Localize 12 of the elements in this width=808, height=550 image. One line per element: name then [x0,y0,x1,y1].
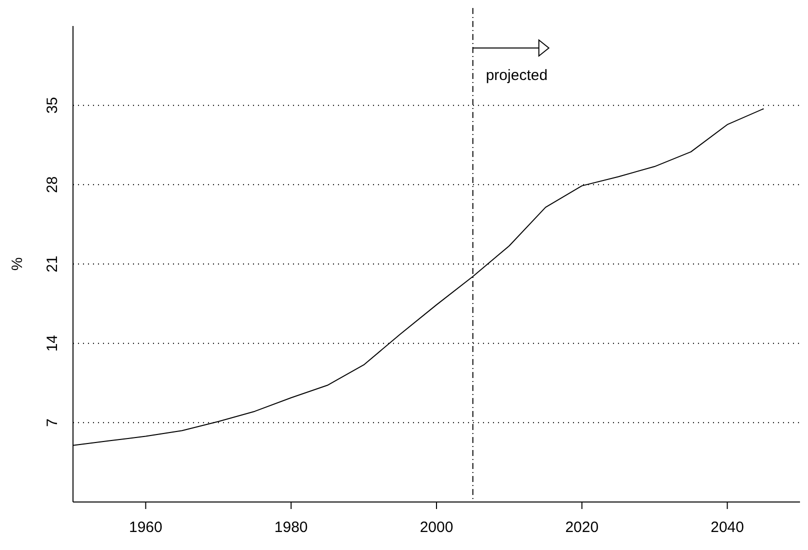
y-tick-label: 35 [44,96,61,114]
x-tick-label: 2000 [420,519,454,536]
x-tick-label: 2020 [565,519,599,536]
y-tick-label: 28 [44,176,61,194]
x-tick-label: 1960 [129,519,162,536]
x-tick-label: 2040 [710,519,744,536]
y-axis-title: % [9,257,26,271]
ref-line-label: projected [486,67,548,84]
y-tick-label: 7 [44,418,61,427]
y-tick-label: 14 [44,334,61,352]
x-tick-label: 1980 [274,519,308,536]
y-tick-label: 21 [44,256,61,272]
